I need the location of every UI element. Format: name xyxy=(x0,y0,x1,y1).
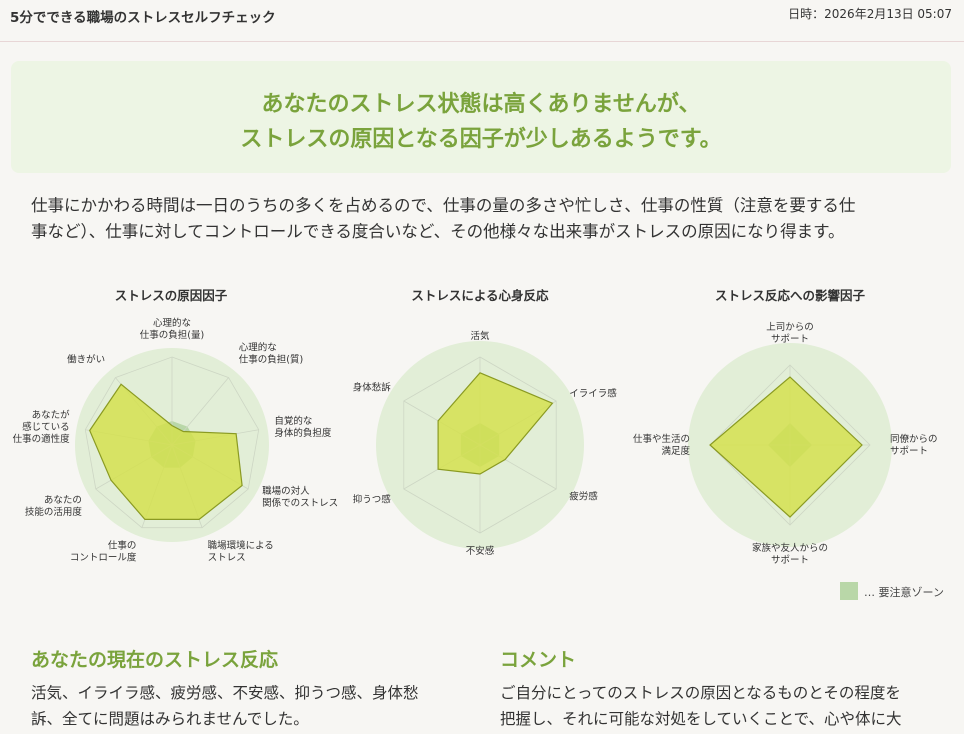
radar-charts: ストレスの原因因子 心理的な仕事の負担(量)心理的な仕事の負担(質)自覚的な身体… xyxy=(13,288,944,600)
comment-line-1: ご自分にとってのストレスの原因となるものとその程度を xyxy=(500,684,901,702)
influences-chart-title: ストレス反応への影響因子 xyxy=(715,288,866,303)
influences-axis-label-line: 満足度 xyxy=(661,445,690,457)
influences-axis-label: 家族や友人からのサポート xyxy=(752,542,828,566)
influences-axis-label-line: 同僚からの xyxy=(890,433,938,445)
influences-score-area xyxy=(709,376,863,518)
reactions-axis-label-line: 身体愁訴 xyxy=(353,382,392,394)
influences-axis-label: 仕事や生活の満足度 xyxy=(633,433,691,457)
causes-axis-label: 仕事のコントロール度 xyxy=(70,540,137,564)
causes-axis-label-line: 仕事の負担(質) xyxy=(239,353,303,365)
influences-axis-label-line: 上司からの xyxy=(766,322,814,333)
causes-axis-label-line: 技能の活用度 xyxy=(25,506,83,518)
result-banner: あなたのストレス状態は高くありませんが、 ストレスの原因となる因子が少しあるよう… xyxy=(11,61,951,173)
causes-axis-label-line: 仕事の適性度 xyxy=(13,433,71,445)
reactions-axis-label-line: イライラ感 xyxy=(569,388,617,400)
reactions-axis-label-line: 活気 xyxy=(470,330,490,342)
causes-axis-label-line: ストレス xyxy=(208,553,246,564)
causes-axis-label-line: 感じている xyxy=(22,421,70,433)
influences-axis-label-line: サポート xyxy=(771,334,809,345)
reactions-axis-label: 抑うつ感 xyxy=(353,494,392,506)
causes-chart-title: ストレスの原因因子 xyxy=(115,288,228,303)
causes-axis-label: 自覚的な身体的負担度 xyxy=(274,415,332,439)
caution-zone-swatch xyxy=(840,582,858,600)
reactions-score-area xyxy=(437,372,554,475)
reactions-axis-label-line: 不安感 xyxy=(466,545,495,557)
causes-score-area xyxy=(89,383,243,520)
causes-axis-label-line: 心理的な xyxy=(153,317,191,329)
causes-axis-label-line: 身体的負担度 xyxy=(274,427,332,439)
comment-line-2: 把握し、それに可能な対処をしていくことで、心や体に大 xyxy=(500,710,902,728)
reactions-axis-label-line: 疲労感 xyxy=(569,491,598,503)
reactions-axis-label: イライラ感 xyxy=(569,388,617,400)
causes-axis-label-line: 職場環境による xyxy=(208,540,274,552)
reactions-chart-title: ストレスによる心身反応 xyxy=(411,288,549,303)
reaction-heading: あなたの現在のストレス反応 xyxy=(31,649,279,671)
influences-axis-label-line: サポート xyxy=(890,446,928,457)
causes-axis-label: 働きがい xyxy=(67,353,105,365)
influences-axis-label-line: 仕事や生活の xyxy=(633,433,690,445)
influences-axis-label: 上司からのサポート xyxy=(766,322,814,345)
influences-radar-chart: ストレス反応への影響因子 上司からのサポート同僚からのサポート家族や友人からのサ… xyxy=(633,288,938,566)
causes-axis-label: 心理的な仕事の負担(量) xyxy=(140,317,204,341)
reactions-axis-label-line: 抑うつ感 xyxy=(353,494,392,506)
causes-axis-label: 職場の対人関係でのストレス xyxy=(262,485,338,509)
causes-axis-label-line: 仕事の負担(量) xyxy=(140,329,204,341)
causes-axis-label-line: あなたが xyxy=(32,409,71,421)
causes-axis-label-line: コントロール度 xyxy=(70,552,137,564)
top-bar: 5分でできる職場のストレスセルフチェック 日時：2026年2月13日 05:07 xyxy=(0,0,964,42)
result-line-1: あなたのストレス状態は高くありませんが、 xyxy=(261,92,701,117)
check-datetime: 日時：2026年2月13日 05:07 xyxy=(788,7,952,21)
reaction-line-2: 訴、全てに問題はみられませんでした。 xyxy=(31,710,309,728)
causes-axis-label: あなたの技能の活用度 xyxy=(25,495,83,518)
causes-axis-label-line: 心理的な xyxy=(239,341,277,353)
reactions-axis-label: 不安感 xyxy=(466,545,495,557)
intro-line-1: 仕事にかかわる時間は一日のうちの多くを占めるので、仕事の量の多さや忙しさ、仕事の… xyxy=(31,196,856,215)
causes-axis-label-line: 自覚的な xyxy=(274,415,312,427)
intro-line-2: 事など）、仕事に対してコントロールできる度合いなど、その他様々な出来事がストレス… xyxy=(31,222,845,241)
influences-axis-label: 同僚からのサポート xyxy=(890,433,938,457)
causes-axis-label-line: あなたの xyxy=(44,495,82,506)
causes-outer-ring xyxy=(84,356,260,529)
influences-axis-label-line: サポート xyxy=(771,555,809,566)
comment-heading: コメント xyxy=(500,649,577,671)
intro-paragraph: 仕事にかかわる時間は一日のうちの多くを占めるので、仕事の量の多さや忙しさ、仕事の… xyxy=(31,193,941,245)
causes-axis-label-line: 働きがい xyxy=(67,353,105,365)
causes-axis-label: あなたが感じている仕事の適性度 xyxy=(13,409,71,445)
reactions-axis-label: 活気 xyxy=(470,330,490,342)
causes-radar-plot: 心理的な仕事の負担(量)心理的な仕事の負担(質)自覚的な身体的負担度職場の対人関… xyxy=(13,317,339,564)
causes-axis-label-line: 関係でのストレス xyxy=(262,498,338,509)
reactions-axis-label: 疲労感 xyxy=(569,491,598,503)
reaction-line-1: 活気、イライラ感、疲労感、不安感、抑うつ感、身体愁 xyxy=(31,684,419,702)
reaction-body: 活気、イライラ感、疲労感、不安感、抑うつ感、身体愁 訴、全てに問題はみられません… xyxy=(31,680,419,732)
causes-axis-label: 職場環境によるストレス xyxy=(208,540,274,564)
caution-zone-legend: … 要注意ゾーン xyxy=(840,582,944,600)
app-title: 5分でできる職場のストレスセルフチェック xyxy=(10,10,276,26)
reactions-axis-label: 身体愁訴 xyxy=(353,382,392,394)
causes-axis-label-line: 職場の対人 xyxy=(262,485,310,497)
causes-axis-label: 心理的な仕事の負担(質) xyxy=(239,341,303,365)
causes-radar-chart: ストレスの原因因子 心理的な仕事の負担(量)心理的な仕事の負担(質)自覚的な身体… xyxy=(13,288,339,564)
causes-axis-label-line: 仕事の xyxy=(108,540,137,552)
result-line-2: ストレスの原因となる因子が少しあるようです。 xyxy=(240,127,722,152)
comment-body: ご自分にとってのストレスの原因となるものとその程度を 把握し、それに可能な対処を… xyxy=(500,680,901,732)
influences-axis-label-line: 家族や友人からの xyxy=(752,542,828,554)
caution-zone-label: … 要注意ゾーン xyxy=(864,585,944,599)
